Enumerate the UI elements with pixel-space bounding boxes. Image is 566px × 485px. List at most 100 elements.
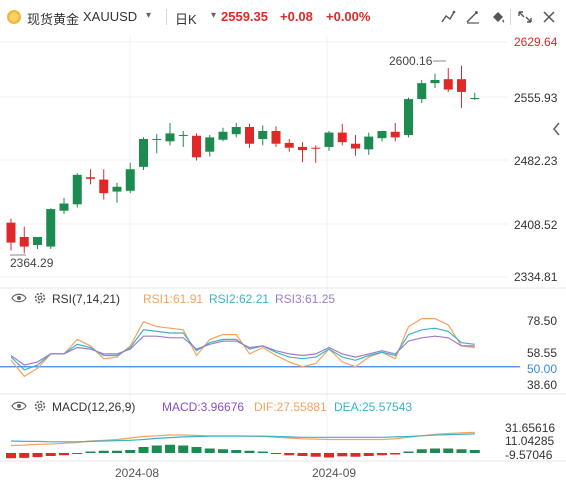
macd-histogram-bar: [363, 453, 374, 456]
macd-histogram-bar: [178, 445, 189, 453]
candle-body: [46, 209, 56, 247]
candle-body: [351, 143, 360, 149]
rsi3-line: [10, 335, 475, 366]
candle-body: [311, 147, 321, 149]
macd-histogram-bar: [456, 449, 467, 453]
candle-body: [457, 79, 466, 92]
macd-histogram-bar: [350, 453, 361, 457]
macd-histogram-bar: [151, 445, 162, 453]
rsi-legend-title: RSI(7,14,21): [52, 292, 121, 306]
candle-body: [404, 99, 413, 135]
candle-body: [231, 126, 241, 135]
price-axis-label: 2482.23: [514, 154, 558, 168]
price-axis-label: 2334.81: [514, 270, 558, 284]
macd-histogram-bar: [271, 453, 281, 454]
macd-histogram-bar: [244, 450, 255, 453]
x-axis-label: 2024-08: [115, 466, 159, 480]
macd-histogram-bar: [138, 447, 149, 453]
macd-histogram-bar: [284, 453, 295, 456]
drawing-icon[interactable]: [462, 7, 484, 27]
candle-body: [72, 174, 82, 205]
period-selector[interactable]: 日K: [175, 12, 197, 27]
candle-body: [165, 133, 175, 142]
price-change-percent: +0.00%: [326, 9, 371, 24]
macd-histogram-bar: [257, 451, 268, 453]
rsi-series: [10, 318, 475, 378]
price-axis-label: 2555.93: [514, 91, 558, 105]
symbol-dropdown-chevron-icon[interactable]: ▾: [146, 10, 152, 21]
rsi-axis-label: 50.00: [527, 362, 557, 376]
candle-body: [324, 132, 334, 147]
high-annotation: 2600.16: [389, 54, 433, 68]
candle-body: [192, 135, 201, 158]
close-icon[interactable]: [538, 7, 560, 27]
candle-body: [99, 179, 109, 194]
expand-icon[interactable]: [514, 7, 536, 27]
candle-body: [33, 236, 42, 245]
candle-body: [258, 130, 268, 139]
candle-body: [443, 79, 453, 90]
rsi-axis-label: 58.55: [527, 346, 557, 360]
macd-histogram-bar: [98, 450, 109, 453]
macd-histogram-bar: [416, 449, 427, 453]
rsi-settings-icon[interactable]: [33, 291, 47, 305]
macd-histogram-bar: [72, 453, 83, 454]
candle-body: [390, 131, 400, 138]
macd-histogram-bar: [85, 451, 96, 453]
low-annotation: 2364.29: [10, 256, 54, 270]
price-axis-label: 2629.64: [514, 35, 558, 49]
macd-histogram-bar: [191, 447, 202, 453]
candle-body: [86, 177, 95, 179]
candle-body: [377, 130, 387, 139]
rsi1-legend: RSI1:61.91: [143, 292, 204, 306]
rsi-axis-label: 38.60: [527, 378, 557, 392]
candle-body: [139, 138, 148, 167]
candle-body: [364, 136, 374, 150]
toolbar-divider: [510, 9, 511, 25]
candle-body: [6, 222, 16, 243]
rsi-visibility-icon[interactable]: [11, 291, 27, 305]
candle-body: [470, 98, 480, 100]
macd-histogram-bar: [231, 450, 242, 453]
macd-visibility-icon[interactable]: [11, 399, 27, 413]
macd-legend-value: MACD:3.96676: [162, 400, 245, 414]
macd-histogram-bar: [45, 453, 56, 456]
gold-symbol-icon: [6, 9, 22, 25]
candlestick-series: [6, 65, 480, 254]
candle-body: [271, 130, 281, 144]
macd-histogram-bar: [430, 448, 440, 453]
price-change: +0.08: [280, 9, 313, 24]
instrument-name[interactable]: 现货黄金: [27, 12, 80, 27]
fill-icon[interactable]: [487, 7, 509, 27]
header-divider: [166, 9, 167, 25]
price-axis-label: 2408.52: [514, 218, 558, 232]
macd-legend-title: MACD(12,26,9): [52, 400, 136, 414]
candle-body: [205, 137, 215, 152]
period-dropdown-chevron-icon[interactable]: ▾: [211, 10, 217, 21]
candle-body: [298, 146, 307, 151]
macd-histogram-bar: [469, 450, 480, 453]
macd-histogram-bar: [125, 450, 136, 453]
macd-axis-label: 11.04285: [505, 434, 554, 448]
candle-body: [417, 83, 427, 100]
macd-histogram-bar: [218, 449, 228, 453]
macd-settings-icon[interactable]: [33, 399, 47, 413]
macd-histogram-bar: [6, 453, 16, 459]
macd-histogram-bar: [297, 453, 308, 456]
dea-line: [10, 433, 475, 443]
candle-body: [152, 138, 162, 140]
macd-axis-label: -9.57046: [505, 448, 553, 462]
candle-body: [19, 236, 29, 247]
instrument-symbol[interactable]: XAUUSD: [83, 9, 138, 24]
header-bar: 现货黄金 XAUUSD ▾ 日K ▾ 2559.35 +0.08 +0.00%: [0, 0, 566, 34]
dif-legend-value: DIF:27.55881: [254, 400, 327, 414]
candle-body: [284, 142, 294, 148]
macd-axis-label: 31.65616: [505, 421, 555, 435]
chart-type-icon[interactable]: [437, 7, 459, 27]
rsi2-legend: RSI2:62.21: [209, 292, 270, 306]
macd-histogram-bar: [59, 453, 69, 456]
candle-body: [337, 132, 347, 143]
macd-histogram-bar: [337, 453, 348, 457]
chevron-left-icon[interactable]: [551, 120, 563, 138]
